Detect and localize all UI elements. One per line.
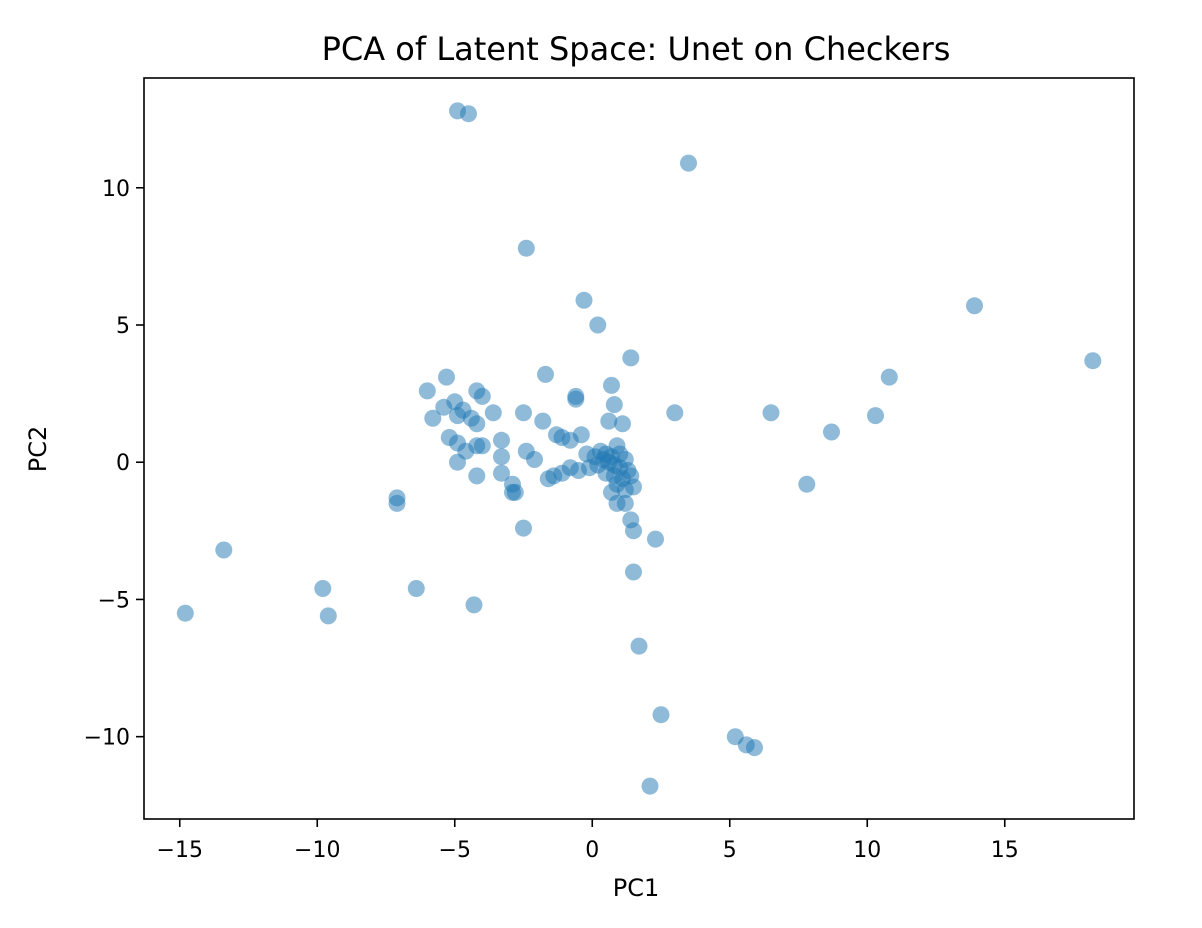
scatter-point [966, 297, 983, 315]
chart-title: PCA of Latent Space: Unet on Checkers [322, 30, 951, 68]
scatter-point [625, 522, 642, 540]
x-tick-label: −10 [294, 838, 340, 863]
scatter-point [515, 404, 532, 422]
y-tick-label: −10 [84, 726, 130, 751]
scatter-point [680, 154, 697, 172]
scatter-point [314, 580, 332, 597]
scatter-point [526, 451, 543, 468]
scatter-point [880, 368, 898, 386]
x-tick-label: −5 [439, 838, 471, 863]
scatter-point [465, 596, 483, 614]
scatter-point [484, 404, 502, 422]
scatter-point [539, 470, 557, 488]
scatter-point [1084, 352, 1102, 370]
scatter-point [614, 415, 631, 433]
scatter-point [589, 316, 607, 334]
x-tick-label: 15 [991, 838, 1019, 863]
x-tick-label: 0 [585, 838, 599, 863]
x-tick-label: 10 [853, 838, 881, 863]
scatter-point [600, 412, 618, 430]
scatter-point [473, 437, 491, 455]
scatter-point [762, 404, 780, 422]
scatter-point [449, 453, 466, 471]
scatter-point [567, 390, 585, 408]
scatter-point [605, 396, 623, 414]
y-tick-label: 5 [116, 314, 130, 339]
scatter-point [424, 409, 442, 427]
x-tick-label: −15 [157, 838, 203, 863]
x-tick-label: 5 [723, 838, 737, 863]
scatter-point [319, 607, 337, 625]
scatter-point [493, 464, 510, 482]
scatter-point [493, 448, 510, 466]
scatter-point [572, 426, 590, 444]
scatter-point [407, 580, 425, 597]
scatter-point [418, 382, 436, 400]
scatter-point [823, 423, 840, 441]
scatter-point [473, 387, 491, 405]
x-axis-label: PC1 [613, 874, 660, 902]
scatter-point [388, 494, 406, 512]
scatter-point [625, 563, 642, 581]
scatter-point [534, 412, 552, 430]
scatter-point [449, 407, 466, 425]
scatter-point [647, 530, 664, 548]
scatter-point [666, 404, 684, 422]
scatter-point [438, 368, 455, 386]
scatter-point [537, 365, 554, 383]
scatter-point [517, 239, 535, 257]
scatter-point [176, 604, 194, 622]
scatter-point [616, 481, 634, 499]
scatter-point [506, 483, 524, 501]
scatter-point [493, 431, 510, 449]
scatter-point [603, 376, 620, 394]
y-axis-label: PC2 [24, 426, 52, 473]
scatter-point [630, 637, 648, 655]
y-tick-label: 0 [116, 451, 130, 476]
plot-frame [143, 77, 1135, 820]
y-axis-ticks: −10 −5 0 5 10 [84, 177, 144, 751]
scatter-point [515, 519, 532, 537]
scatter-point [746, 739, 763, 757]
x-axis-ticks: −15 −10 −5 0 5 10 15 [157, 819, 1019, 863]
y-tick-label: 10 [102, 177, 130, 202]
y-tick-label: −5 [98, 588, 130, 613]
scatter-point [798, 475, 816, 493]
scatter-point [468, 415, 486, 433]
scatter-point [641, 777, 659, 795]
scatter-point [575, 291, 593, 309]
scatter-point [652, 706, 670, 724]
scatter-point [435, 398, 453, 416]
scatter-point [215, 541, 233, 559]
scatter-point [460, 105, 477, 123]
data-points [176, 102, 1102, 795]
scatter-point [867, 407, 884, 425]
scatter-point [616, 494, 634, 512]
scatter-point [622, 349, 640, 367]
scatter-point [468, 467, 486, 485]
